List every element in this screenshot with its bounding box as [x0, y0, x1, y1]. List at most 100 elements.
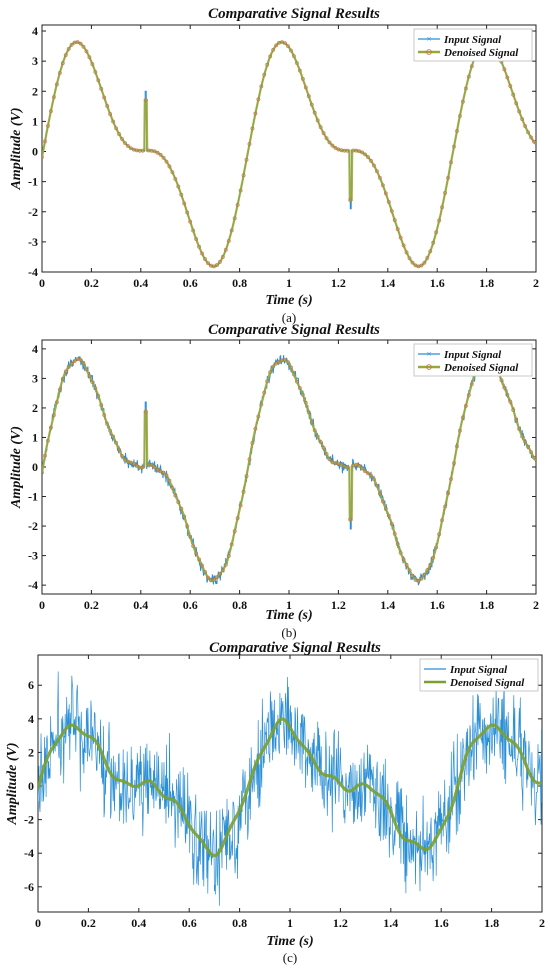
denoised-marker — [295, 61, 299, 65]
x-tick-label: 1.4 — [380, 276, 395, 290]
denoised-marker — [143, 409, 148, 414]
denoised-marker — [111, 119, 116, 124]
denoised-marker — [114, 126, 119, 131]
x-tick-label: 1 — [286, 276, 292, 290]
x-tick-label: 0.6 — [182, 916, 197, 930]
denoised-marker — [434, 545, 439, 550]
denoised-marker — [140, 148, 145, 153]
denoised-marker — [84, 49, 89, 54]
denoised-marker — [303, 85, 308, 90]
denoised-marker — [404, 250, 409, 255]
denoised-marker — [520, 434, 525, 439]
denoised-marker — [256, 414, 261, 419]
denoised-marker — [217, 572, 222, 576]
denoised-marker — [514, 417, 519, 422]
denoised-marker — [309, 102, 314, 107]
y-tick-label: -1 — [28, 175, 38, 189]
chart-panel-1: Comparative Signal Results 0 0.2 0.4 0.6 0.8 1… — [9, 6, 539, 325]
y-axis-label: Amplitude (V) — [9, 107, 24, 190]
denoised-marker — [292, 54, 296, 59]
denoised-marker — [108, 428, 113, 433]
denoised-marker — [84, 367, 89, 372]
denoised-marker — [455, 129, 459, 133]
denoised-marker — [375, 483, 379, 488]
denoised-marker — [72, 359, 77, 363]
denoised-marker — [93, 70, 98, 74]
denoised-marker — [428, 563, 433, 567]
denoised-marker — [161, 155, 166, 160]
denoised-marker — [48, 109, 53, 114]
denoised-marker — [431, 240, 436, 245]
series-denoised-signal-line — [42, 41, 536, 268]
denoised-marker — [306, 410, 311, 415]
denoised-marker — [197, 557, 201, 562]
denoised-marker — [469, 64, 474, 69]
plot-area — [41, 24, 537, 273]
denoised-marker — [259, 84, 264, 89]
denoised-marker — [134, 464, 139, 468]
denoised-marker — [398, 550, 403, 555]
denoised-marker — [63, 369, 68, 374]
denoised-marker — [369, 158, 373, 163]
denoised-marker — [212, 578, 216, 582]
y-tick-label: -4 — [28, 265, 38, 279]
x-axis-label: Time (s) — [266, 934, 313, 949]
x-tick-label: 1.6 — [430, 598, 445, 612]
denoised-marker — [188, 534, 193, 539]
denoised-marker — [247, 457, 252, 462]
denoised-marker — [369, 473, 373, 478]
denoised-marker — [306, 94, 311, 99]
denoised-marker — [529, 450, 533, 454]
denoised-marker — [345, 148, 350, 153]
denoised-marker — [463, 86, 468, 91]
series-input-signal-line — [42, 353, 536, 586]
denoised-marker — [108, 112, 113, 116]
x-tick-label: 0.6 — [183, 598, 198, 612]
denoised-marker — [440, 518, 445, 523]
denoised-marker — [93, 386, 98, 391]
denoised-marker — [425, 256, 430, 260]
denoised-marker — [422, 260, 427, 265]
denoised-marker — [324, 452, 329, 456]
denoised-marker — [383, 191, 388, 196]
denoised-marker — [363, 152, 367, 157]
y-tick-label: -6 — [24, 880, 34, 894]
denoised-marker — [96, 393, 101, 398]
y-tick-label: 1 — [32, 114, 38, 128]
x-tick-label: 2 — [533, 598, 539, 612]
denoised-marker — [292, 372, 296, 377]
denoised-marker — [398, 235, 403, 240]
denoised-marker — [173, 493, 178, 498]
denoised-marker — [434, 230, 439, 235]
x-tick-label: 0.2 — [84, 276, 99, 290]
denoised-marker — [431, 555, 436, 560]
denoised-marker — [425, 568, 430, 573]
denoised-marker — [458, 428, 462, 433]
denoised-marker — [253, 426, 258, 431]
denoised-marker — [318, 439, 323, 444]
legend-marker — [426, 364, 432, 370]
denoised-marker — [274, 43, 279, 48]
y-axis-label: Amplitude (V) — [9, 426, 24, 509]
denoised-marker — [203, 257, 207, 261]
denoised-marker — [377, 175, 382, 180]
denoised-marker — [54, 82, 59, 87]
denoised-marker — [289, 365, 293, 370]
chart-title: Comparative Signal Results — [208, 6, 380, 22]
legend-box — [413, 28, 533, 62]
denoised-marker — [360, 150, 365, 155]
denoised-marker — [460, 99, 465, 104]
denoised-marker — [120, 453, 124, 458]
denoised-marker — [164, 159, 169, 164]
denoised-marker — [300, 76, 305, 81]
denoised-marker — [463, 404, 468, 408]
denoised-marker — [131, 461, 136, 466]
denoised-marker — [182, 201, 187, 206]
denoised-marker — [315, 434, 320, 439]
legend-marker: × — [426, 349, 431, 359]
denoised-marker — [66, 47, 71, 51]
x-tick-label: 0.4 — [133, 276, 148, 290]
denoised-marker — [235, 516, 240, 521]
y-tick-label: -4 — [28, 578, 38, 592]
